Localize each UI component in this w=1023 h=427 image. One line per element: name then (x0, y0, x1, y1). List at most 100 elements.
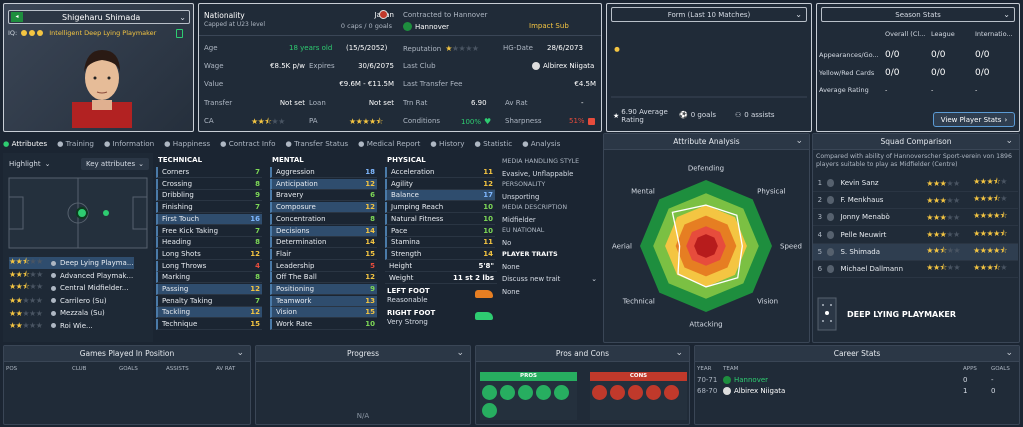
con-icon-4[interactable] (646, 385, 661, 400)
highlight-label: Highlight (9, 160, 41, 168)
tab-attributes[interactable]: ● Attributes (3, 139, 47, 148)
squad-row[interactable]: 1 Kevin Sanz ★★★★★ ★★★⯪★ (813, 175, 1018, 192)
season-cell: - (975, 86, 978, 94)
career-row[interactable]: 68-70 Albirex Niigata 1 0 (697, 387, 1017, 395)
last-club-value[interactable]: Albirex Niigata (543, 62, 595, 70)
pro-icon-5[interactable] (554, 385, 569, 400)
tab-analysis[interactable]: ● Analysis (522, 138, 561, 148)
progress-header[interactable]: Progress ⌄ (256, 346, 470, 362)
attribute-row-stamina[interactable]: Stamina 11 (385, 237, 495, 249)
career-row[interactable]: 70-71 Hannover 0 - (697, 376, 1017, 384)
attribute-row-teamwork[interactable]: Teamwork 13 (270, 295, 377, 307)
role-row[interactable]: ★★★★★ Roi Wie... (9, 320, 93, 332)
attribute-value: 4 (255, 261, 260, 270)
pro-icon-6[interactable] (482, 403, 497, 418)
attribute-row-dribbling[interactable]: Dribbling 9 (156, 190, 262, 202)
squad-header[interactable]: Squad Comparison ⌄ (813, 134, 1019, 150)
highlight-dropdown[interactable]: Highlight ⌄ (9, 158, 67, 170)
attribute-row-aggression[interactable]: Aggression 18 (270, 167, 377, 178)
form-dropdown[interactable]: Form (Last 10 Matches) ⌄ (611, 7, 807, 22)
discuss-trait-dropdown[interactable]: Discuss new trait ⌄ (502, 275, 597, 283)
pro-icon-3[interactable] (518, 385, 533, 400)
attribute-row-vision[interactable]: Vision 15 (270, 307, 377, 319)
squad-row[interactable]: 2 F. Menkhaus ★★★★★ ★★★⯪★ (813, 192, 1018, 210)
role-card[interactable]: DEEP LYING PLAYMAKER (817, 294, 1017, 334)
attribute-row-leadership[interactable]: Leadership 5 (270, 260, 377, 272)
games-header[interactable]: Games Played In Position ⌄ (4, 346, 250, 362)
attribute-row-off-the-ball[interactable]: Off The Ball 12 (270, 272, 377, 284)
tab-medical-report[interactable]: ● Medical Report (358, 138, 421, 148)
attribute-row-positioning[interactable]: Positioning 9 (270, 284, 377, 295)
attribute-row-determination[interactable]: Determination 14 (270, 237, 377, 249)
con-icon-2[interactable] (610, 385, 625, 400)
attribute-row-work-rate[interactable]: Work Rate 10 (270, 319, 377, 331)
attribute-row-corners[interactable]: Corners 7 (156, 167, 262, 178)
attribute-row-penalty-taking[interactable]: Penalty Taking 7 (156, 295, 262, 307)
tab-training[interactable]: ● Training (57, 138, 94, 148)
club-name[interactable]: Hannover (415, 22, 450, 31)
tab-statistic[interactable]: ● Statistic (474, 138, 513, 148)
attribute-row-jumping-reach[interactable]: Jumping Reach 10 (385, 202, 495, 214)
squad-row[interactable]: 6 Michael Dallmann ★★⯪★★ ★★★⯪★ (813, 261, 1018, 278)
pro-icon-2[interactable] (500, 385, 515, 400)
attribute-row-decisions[interactable]: Decisions 14 (270, 225, 377, 237)
squad-row[interactable]: 4 Pelle Neuwirt ★★★★★ ★★★★⯪ (813, 227, 1018, 244)
career-header[interactable]: Career Stats ⌄ (695, 346, 1019, 362)
analysis-header[interactable]: Attribute Analysis ⌄ (604, 134, 809, 150)
role-row[interactable]: ★★⯪★★ Deep Lying Playma... (9, 257, 134, 269)
attribute-row-free-kick-taking[interactable]: Free Kick Taking 7 (156, 225, 262, 237)
attribute-name: Bravery (276, 191, 304, 200)
attribute-row-crossing[interactable]: Crossing 8 (156, 178, 262, 190)
pro-icon-4[interactable] (536, 385, 551, 400)
attribute-name: Teamwork (276, 296, 312, 305)
attribute-row-marking[interactable]: Marking 8 (156, 272, 262, 284)
role-row[interactable]: ★★★★★ Carrilero (Su) (9, 295, 107, 307)
key-attributes-dropdown[interactable]: Key attributes ⌄ (81, 158, 149, 170)
form-point[interactable] (614, 46, 620, 52)
pro-icon-1[interactable] (482, 385, 497, 400)
tab-history[interactable]: ● History (430, 138, 465, 148)
attribute-row-balance[interactable]: Balance 17 (385, 190, 495, 202)
view-player-stats-button[interactable]: View Player Stats › (933, 112, 1015, 127)
tab-transfer-status[interactable]: ● Transfer Status (285, 138, 349, 148)
attribute-row-acceleration[interactable]: Acceleration 11 (385, 167, 495, 178)
attribute-row-composure[interactable]: Composure 12 (270, 202, 377, 214)
attribute-row-first-touch[interactable]: First Touch 16 (156, 213, 262, 225)
attribute-row-heading[interactable]: Heading 8 (156, 237, 262, 249)
season-dropdown[interactable]: Season Stats ⌄ (821, 7, 1015, 22)
attribute-row-pace[interactable]: Pace 10 (385, 225, 495, 237)
tab-happiness[interactable]: ● Happiness (164, 138, 211, 148)
club-badge-icon (723, 387, 731, 395)
squad-row[interactable]: 3 Jonny Menabò ★★★★★ ★★★★⯪ (813, 209, 1018, 227)
player-name-bar[interactable]: ◂ Shigeharu Shimada ⌄ (8, 10, 190, 24)
attribute-row-anticipation[interactable]: Anticipation 12 (270, 178, 377, 190)
clipboard-icon[interactable] (176, 29, 183, 38)
squad-pa-stars: ★★★★⯪ (973, 211, 1007, 221)
attribute-row-concentration[interactable]: Concentration 8 (270, 213, 377, 225)
ball-icon: ⚽ (679, 111, 688, 119)
attribute-row-natural-fitness[interactable]: Natural Fitness 10 (385, 213, 495, 225)
squad-row[interactable]: 5 S. Shimada ★★⯪★★ ★★★★⯪ (813, 243, 1018, 261)
season-cell: 0/0 (931, 50, 946, 60)
pros-cons-header[interactable]: Pros and Cons ⌄ (476, 346, 689, 362)
role-row[interactable]: ★★★★★ Mezzala (Su) (9, 307, 105, 319)
role-row[interactable]: ★★⯪★★ Advanced Playmak... (9, 270, 133, 282)
tab-contract-info[interactable]: ● Contract Info (220, 138, 276, 148)
attribute-row-technique[interactable]: Technique 15 (156, 319, 262, 331)
attribute-row-agility[interactable]: Agility 12 (385, 178, 495, 190)
attribute-row-passing[interactable]: Passing 12 (156, 284, 262, 295)
attribute-row-bravery[interactable]: Bravery 6 (270, 190, 377, 202)
attribute-row-tackling[interactable]: Tackling 12 (156, 307, 262, 319)
con-icon-5[interactable] (664, 385, 679, 400)
con-icon-1[interactable] (592, 385, 607, 400)
con-icon-3[interactable] (628, 385, 643, 400)
attribute-row-flair[interactable]: Flair 15 (270, 248, 377, 260)
attribute-row-long-shots[interactable]: Long Shots 12 (156, 248, 262, 260)
games-col-club: CLUB (72, 366, 87, 372)
role-row[interactable]: ★★⯪★★ Central Midfielder... (9, 282, 128, 294)
attribute-row-strength[interactable]: Strength 14 (385, 248, 495, 260)
attribute-row-long-throws[interactable]: Long Throws 4 (156, 260, 262, 272)
attribute-row-finishing[interactable]: Finishing 7 (156, 202, 262, 214)
tab-information[interactable]: ● Information (103, 138, 155, 148)
attribute-value: 15 (365, 308, 375, 317)
